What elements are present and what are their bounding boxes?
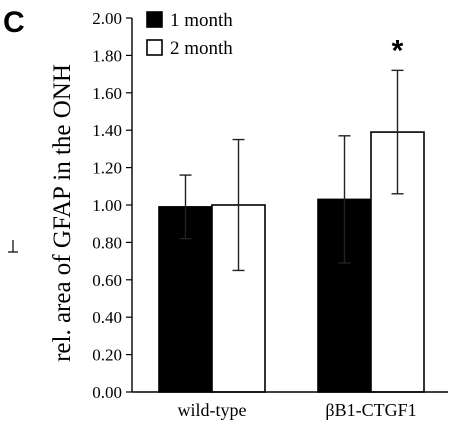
y-tick-label: 0.20 <box>92 346 122 365</box>
legend-swatch-1 <box>146 39 163 56</box>
y-tick-label: 0.80 <box>92 233 122 252</box>
legend-label-1: 2 month <box>170 38 233 59</box>
axes <box>131 18 448 393</box>
x-tick-label: βB1-CTGF1 <box>325 400 416 420</box>
bars: * <box>158 34 425 393</box>
x-tick-label: wild-type <box>178 400 247 420</box>
y-axis-ticks: 0.00 0.20 0.40 0.60 0.80 1.00 1.20 1.40 1.60 1.80… <box>92 9 132 402</box>
y-tick-label: 1.80 <box>92 46 122 65</box>
y-tick-label: 1.00 <box>92 196 122 215</box>
y-tick-label: 0.60 <box>92 271 122 290</box>
y-tick-label: 1.60 <box>92 84 122 103</box>
legend-label-0: 1 month <box>170 10 233 31</box>
significance-marker: * <box>392 34 404 67</box>
y-tick-label: 2.00 <box>92 9 122 28</box>
panel-label: C <box>3 6 25 39</box>
y-tick-label: 1.40 <box>92 121 122 140</box>
y-axis-title: rel. area of GFAP in the ONH <box>49 64 76 362</box>
y-tick-label: 1.20 <box>92 159 122 178</box>
y-tick-label: 0.40 <box>92 308 122 327</box>
x-axis-labels: wild-type βB1-CTGF1 <box>178 400 417 420</box>
left-edge-mark <box>8 240 18 253</box>
y-tick-label: 0.00 <box>92 383 122 402</box>
legend: 1 month 2 month <box>146 10 233 59</box>
legend-swatch-0 <box>146 11 163 28</box>
